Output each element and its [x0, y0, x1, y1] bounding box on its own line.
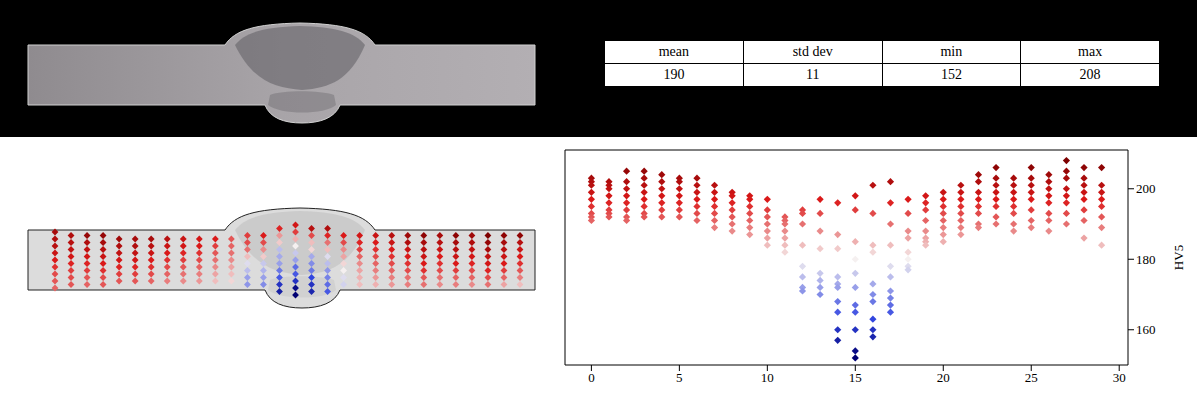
- svg-text:20: 20: [937, 370, 950, 385]
- svg-text:30: 30: [1113, 370, 1126, 385]
- html-text:min: min: [940, 44, 963, 59]
- svg-text:25: 25: [1025, 370, 1038, 385]
- svg-text:0: 0: [588, 370, 595, 385]
- html-text:11: 11: [805, 67, 820, 82]
- svg-text:10: 10: [761, 370, 774, 385]
- html-text:std dev: std dev: [792, 44, 833, 59]
- svg-text:HV5: HV5: [1171, 245, 1185, 270]
- svg-text:200: 200: [1136, 181, 1156, 196]
- html-text:max: max: [1078, 44, 1103, 59]
- svg-text:180: 180: [1136, 252, 1156, 267]
- html-text:152: 152: [940, 67, 962, 82]
- svg-text:160: 160: [1136, 322, 1156, 337]
- svg-text:5: 5: [676, 370, 683, 385]
- svg-text:15: 15: [849, 370, 862, 385]
- html-text:mean: mean: [658, 44, 690, 59]
- html-text:190: 190: [663, 67, 685, 82]
- html-text:208: 208: [1079, 67, 1101, 82]
